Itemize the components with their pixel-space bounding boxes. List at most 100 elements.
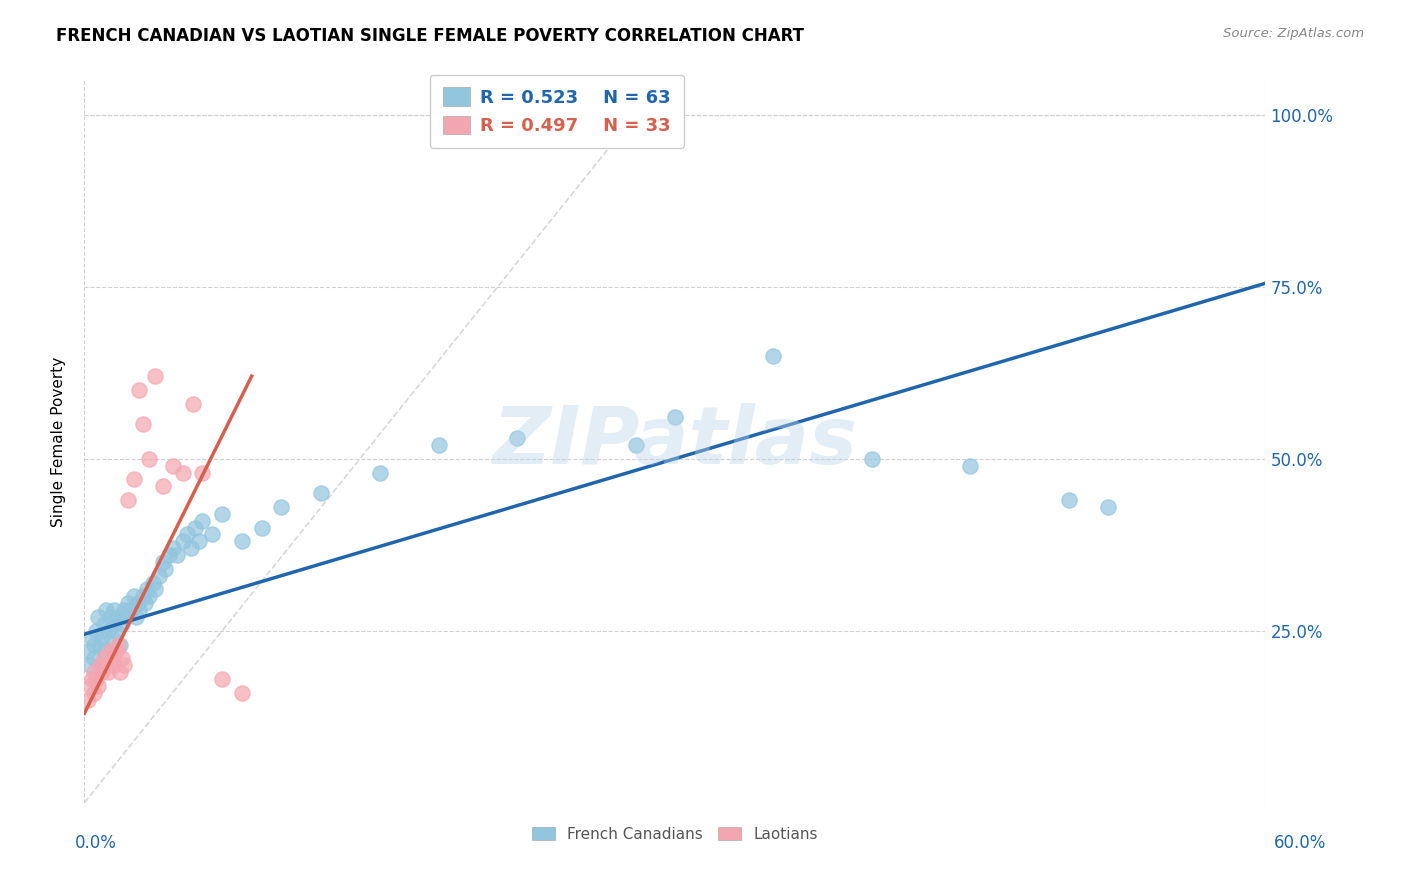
Point (152, 479, 174, 493)
Point (124, 610, 146, 624)
Point (128, 603, 150, 617)
Point (89, 638, 111, 652)
Point (122, 472, 145, 486)
Point (138, 590, 160, 604)
Point (427, 438, 450, 452)
Point (98, 610, 121, 624)
Point (94, 658, 117, 673)
Text: 0.0%: 0.0% (75, 834, 117, 852)
Text: Source: ZipAtlas.com: Source: ZipAtlas.com (1223, 27, 1364, 40)
Point (172, 466, 194, 480)
Point (762, 349, 785, 363)
Point (132, 590, 155, 604)
Point (107, 610, 129, 624)
Point (157, 548, 180, 562)
Point (112, 658, 135, 673)
Point (176, 527, 198, 541)
Point (101, 631, 124, 645)
Point (136, 582, 159, 597)
Point (97, 665, 120, 679)
Point (187, 534, 209, 549)
Point (117, 596, 139, 610)
Point (172, 534, 194, 549)
Point (1057, 493, 1080, 508)
Point (132, 417, 155, 432)
Point (101, 651, 124, 665)
Point (959, 458, 981, 473)
Point (87, 679, 110, 693)
Point (180, 541, 202, 556)
Point (108, 638, 131, 652)
Point (166, 548, 188, 562)
Point (138, 451, 160, 466)
Point (83, 638, 105, 652)
Point (142, 575, 165, 590)
Point (112, 603, 135, 617)
Legend: French Canadians, Laotians: French Canadians, Laotians (524, 819, 825, 849)
Point (91, 631, 114, 645)
Point (89, 658, 111, 673)
Point (97, 624, 120, 638)
Point (1097, 500, 1119, 514)
Point (162, 541, 184, 556)
Point (134, 596, 156, 610)
Point (231, 534, 253, 549)
Point (82, 631, 104, 645)
Point (77, 644, 100, 658)
Point (91, 665, 114, 679)
Point (211, 672, 233, 686)
Text: FRENCH CANADIAN VS LAOTIAN SINGLE FEMALE POVERTY CORRELATION CHART: FRENCH CANADIAN VS LAOTIAN SINGLE FEMALE… (56, 27, 804, 45)
Point (83, 686, 105, 700)
Point (143, 369, 166, 384)
Point (231, 686, 253, 700)
Point (181, 397, 204, 411)
Point (506, 431, 529, 445)
Point (118, 603, 141, 617)
Point (201, 527, 224, 541)
Point (98, 644, 121, 658)
Text: 60.0%: 60.0% (1274, 834, 1327, 852)
Point (111, 651, 134, 665)
Point (162, 458, 184, 473)
Point (103, 658, 125, 673)
Point (143, 582, 166, 597)
Point (83, 665, 105, 679)
Point (309, 486, 332, 500)
Point (104, 644, 127, 658)
Point (624, 438, 647, 452)
Point (93, 644, 115, 658)
Point (103, 603, 125, 617)
Text: ZIPatlas: ZIPatlas (492, 402, 858, 481)
Point (127, 596, 149, 610)
Point (111, 616, 134, 631)
Point (122, 590, 145, 604)
Point (79, 658, 101, 673)
Point (148, 568, 170, 582)
Point (191, 466, 214, 480)
Y-axis label: Single Female Poverty: Single Female Poverty (51, 357, 66, 526)
Point (87, 610, 110, 624)
Point (104, 624, 127, 638)
Point (77, 692, 100, 706)
Point (103, 616, 125, 631)
Point (79, 679, 101, 693)
Point (84, 672, 107, 686)
Point (211, 507, 233, 521)
Point (93, 616, 115, 631)
Point (860, 451, 883, 466)
Point (114, 610, 136, 624)
Point (664, 410, 686, 425)
Point (368, 466, 391, 480)
Point (270, 500, 292, 514)
Point (107, 638, 129, 652)
Point (128, 383, 150, 397)
Point (183, 520, 205, 534)
Point (117, 493, 139, 508)
Point (82, 672, 104, 686)
Point (250, 520, 273, 534)
Point (108, 665, 131, 679)
Point (83, 651, 105, 665)
Point (191, 514, 214, 528)
Point (94, 603, 117, 617)
Point (153, 562, 176, 576)
